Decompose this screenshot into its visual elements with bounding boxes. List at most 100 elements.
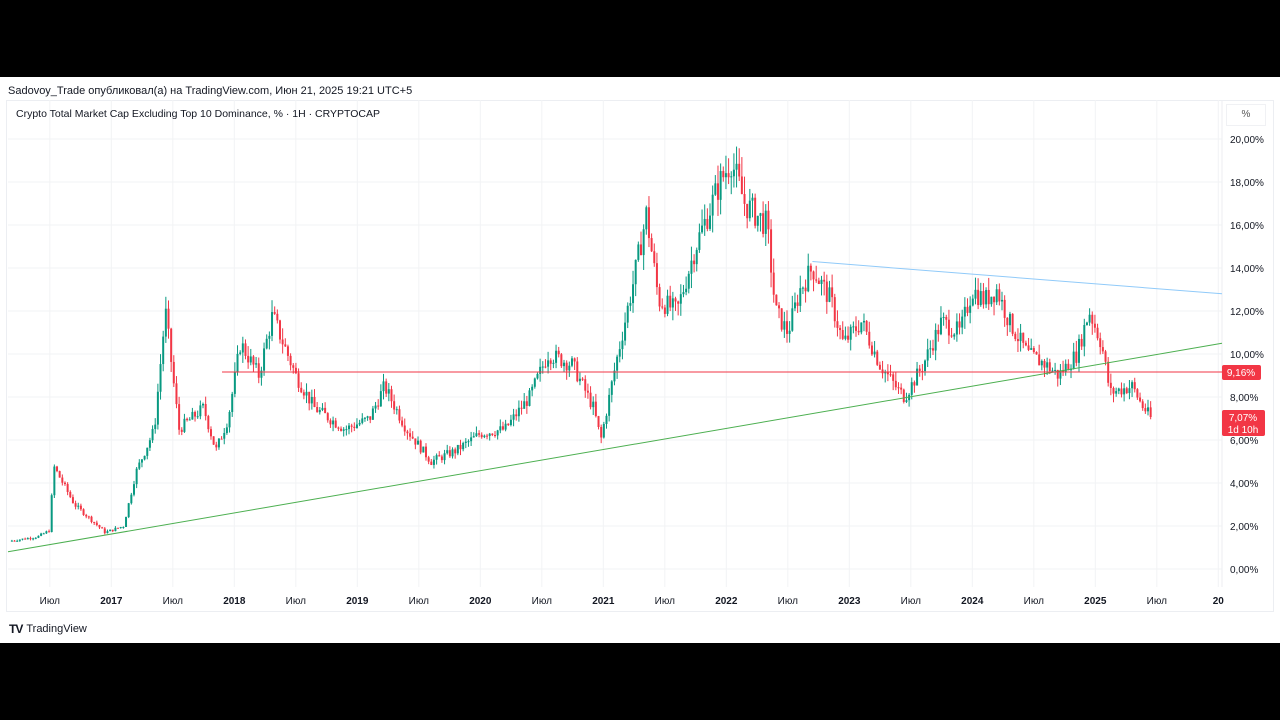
candle-body	[995, 289, 998, 303]
candle-body	[446, 450, 449, 454]
y-tick-label: 20,00%	[1230, 135, 1264, 146]
candle-body	[271, 312, 274, 336]
candle-body	[48, 531, 51, 533]
candle-body	[900, 387, 903, 390]
candle-body	[661, 306, 664, 308]
candle-body	[462, 442, 465, 450]
candle-body	[1149, 407, 1152, 417]
candle-body	[581, 378, 584, 380]
last-price-label-bg	[1222, 409, 1265, 436]
candle-body	[167, 308, 170, 329]
candle-body	[722, 171, 725, 178]
candle-body	[555, 350, 558, 363]
tradingview-logo[interactable]: TV TradingView	[9, 622, 87, 636]
candle-body	[1091, 314, 1094, 324]
candle-body	[1101, 347, 1104, 352]
candle-body	[804, 287, 807, 292]
candle-body	[98, 525, 101, 528]
candle-body	[953, 334, 956, 337]
candle-body	[276, 313, 279, 321]
candle-body	[371, 408, 374, 420]
candle-body	[831, 287, 834, 298]
candle-body	[16, 540, 19, 542]
candle-body	[746, 203, 749, 219]
candle-body	[531, 386, 534, 391]
candle-body	[385, 381, 388, 394]
candle-body	[448, 450, 451, 457]
candle-body	[175, 383, 178, 405]
candle-body	[563, 362, 566, 367]
x-tick-label: Июл	[1147, 596, 1167, 607]
candle-body	[488, 433, 491, 437]
candle-body	[613, 370, 616, 382]
resistance-trendline[interactable]	[812, 261, 1223, 295]
candle-body	[286, 346, 289, 356]
y-tick-label: 12,00%	[1230, 307, 1264, 318]
candle-body	[1093, 323, 1096, 328]
x-tick-label: 2019	[346, 596, 369, 607]
candle-body	[1125, 388, 1128, 394]
candle-body	[390, 389, 393, 402]
y-tick-label: 0,00%	[1230, 565, 1258, 576]
candle-body	[589, 392, 592, 408]
candle-body	[353, 426, 356, 429]
candle-body	[889, 374, 892, 376]
candle-body	[398, 409, 401, 421]
candle-body	[87, 516, 90, 518]
candle-body	[297, 373, 300, 388]
chart-canvas[interactable]: 20,00% 18,00% 16,00% 14,00% 12,00% 10,00% 8,00…	[0, 77, 1280, 643]
candle-body	[85, 514, 88, 517]
candle-body	[146, 447, 149, 456]
support-trendline[interactable]	[7, 342, 1223, 553]
candle-body	[650, 238, 653, 252]
candle-body	[32, 538, 35, 540]
candle-body	[658, 287, 661, 307]
candle-body	[924, 360, 927, 372]
candle-body	[862, 320, 865, 323]
candle-body	[172, 361, 175, 384]
candle-body	[188, 419, 191, 421]
candle-body	[1072, 351, 1075, 369]
price-scale-unit-button[interactable]: %	[1226, 104, 1266, 126]
candle-body	[1104, 351, 1107, 362]
candle-body	[194, 411, 197, 417]
candle-body	[255, 363, 258, 365]
candle-body	[982, 291, 985, 305]
candle-body	[196, 416, 199, 418]
candle-body	[655, 263, 658, 288]
candle-body	[642, 229, 645, 256]
candle-body	[602, 424, 605, 438]
candle-body	[496, 430, 499, 436]
candle-body	[1032, 348, 1035, 352]
x-tick-label: 2017	[100, 596, 123, 607]
candle-body	[66, 484, 69, 492]
candle-body	[839, 327, 842, 331]
candle-body	[1077, 338, 1080, 363]
candle-body	[969, 305, 972, 313]
candle-body	[1059, 370, 1062, 379]
candle-body	[361, 418, 364, 423]
candle-body	[1136, 389, 1139, 398]
candle-body	[549, 360, 552, 364]
candle-body	[1016, 338, 1019, 342]
candle-body	[778, 305, 781, 309]
x-tick-label: Июл	[532, 596, 552, 607]
candle-body	[56, 466, 59, 472]
candle-body	[93, 521, 96, 523]
candle-body	[910, 382, 913, 395]
candle-body	[610, 381, 613, 395]
level-price-label: 9,16%	[1227, 368, 1255, 379]
candle-body	[77, 505, 80, 507]
candle-body	[677, 301, 680, 304]
candle-body	[815, 279, 818, 281]
x-tick-label: Июл	[655, 596, 675, 607]
candle-body	[955, 321, 958, 335]
candle-body	[260, 370, 263, 378]
candle-body	[164, 308, 167, 337]
candle-body	[345, 429, 348, 431]
candle-body	[985, 289, 988, 305]
candle-body	[1024, 342, 1027, 346]
candle-body	[576, 361, 579, 382]
candle-body	[958, 321, 961, 328]
candle-body	[178, 404, 181, 430]
